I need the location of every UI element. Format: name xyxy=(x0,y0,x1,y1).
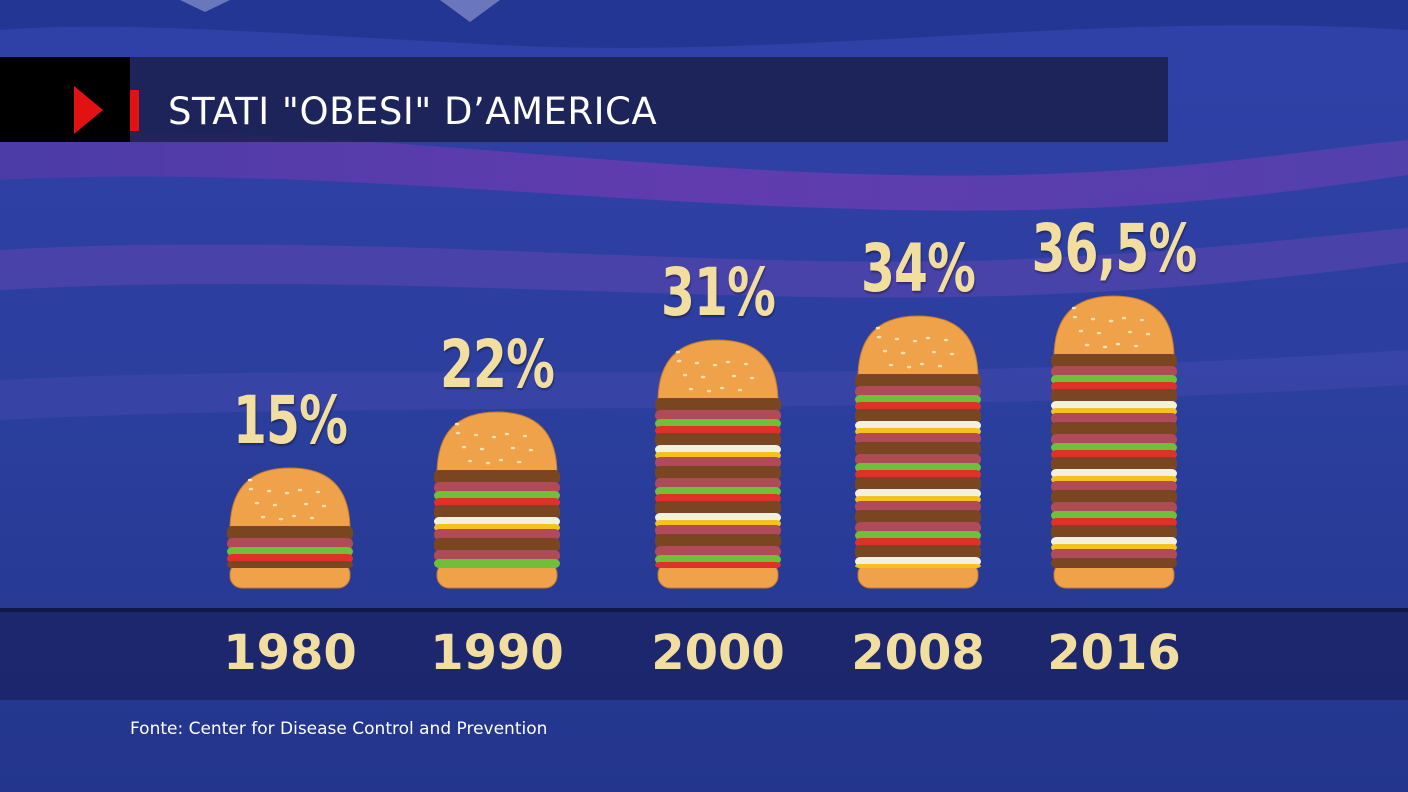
burger-bar-2008 xyxy=(855,315,981,589)
page-title: STATI "OBESI" D’AMERICA xyxy=(168,90,658,133)
value-label-2016: 36,5% xyxy=(1031,210,1198,287)
value-label-1980: 15% xyxy=(232,382,348,459)
burger-bar-1980 xyxy=(227,467,353,589)
year-label-1980: 1980 xyxy=(223,625,357,681)
burger-bar-2016 xyxy=(1051,295,1177,589)
source-note: Fonte: Center for Disease Control and Pr… xyxy=(130,719,548,739)
burger-bar-1990 xyxy=(434,411,560,589)
title-block xyxy=(0,57,130,142)
value-label-1990: 22% xyxy=(439,326,555,403)
burger-bar-2000 xyxy=(655,339,781,589)
play-icon xyxy=(74,86,103,134)
year-label-2000: 2000 xyxy=(651,625,785,681)
value-label-2008: 34% xyxy=(860,230,976,307)
year-band xyxy=(0,608,1408,700)
year-band-edge xyxy=(0,608,1408,612)
title-bar xyxy=(0,57,1168,142)
year-label-2016: 2016 xyxy=(1047,625,1181,681)
title-accent-bar xyxy=(130,90,139,131)
value-label-2000: 31% xyxy=(660,254,776,331)
year-label-2008: 2008 xyxy=(851,625,985,681)
year-label-1990: 1990 xyxy=(430,625,564,681)
